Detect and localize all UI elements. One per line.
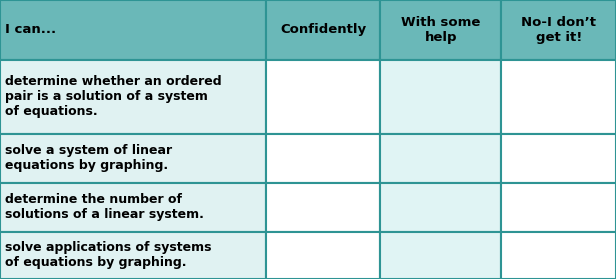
Bar [0,0,266,60]
Text: solve a system of linear
equations by graphing.: solve a system of linear equations by gr… [5,144,172,172]
Bar [501,0,616,60]
Text: determine the number of
solutions of a linear system.: determine the number of solutions of a l… [5,193,204,221]
Text: solve applications of systems
of equations by graphing.: solve applications of systems of equatio… [5,241,211,269]
Bar [266,183,380,232]
Text: Confidently: Confidently [280,23,366,37]
Bar [0,134,266,183]
Bar [0,183,266,232]
Bar [380,0,501,60]
Bar [380,183,501,232]
Bar [266,134,380,183]
Bar [501,232,616,279]
Bar [266,0,380,60]
Bar [266,60,380,134]
Bar [266,232,380,279]
Bar [380,232,501,279]
Bar [0,232,266,279]
Bar [501,134,616,183]
Bar [501,60,616,134]
Bar [380,60,501,134]
Text: No-I don’t
get it!: No-I don’t get it! [521,16,596,44]
Text: With some
help: With some help [401,16,480,44]
Bar [0,60,266,134]
Bar [501,183,616,232]
Bar [380,134,501,183]
Text: determine whether an ordered
pair is a solution of a system
of equations.: determine whether an ordered pair is a s… [5,75,222,119]
Text: I can...: I can... [5,23,56,37]
